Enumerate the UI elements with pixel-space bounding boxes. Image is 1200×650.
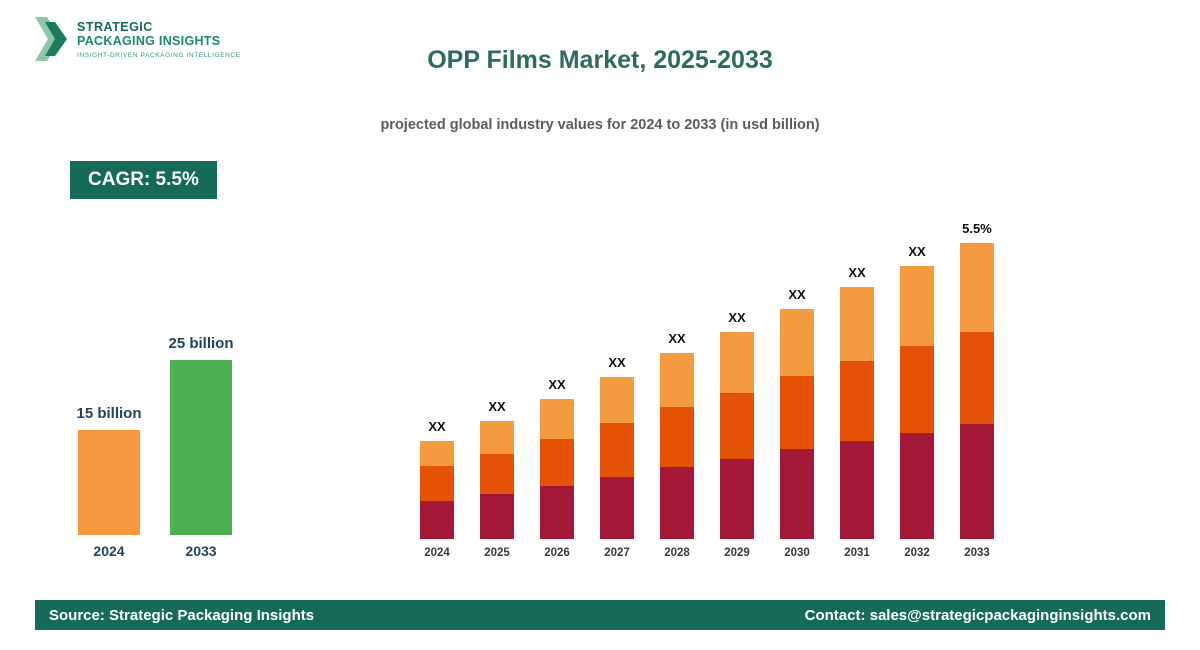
segment-top bbox=[780, 309, 814, 376]
projection-stacked-chart: XX 2024 XX 2025 XX 2026 XX 2027 XX 2028 XX 2029 XX 20… bbox=[420, 200, 994, 559]
footer-contact: Contact: sales@strategicpackaginginsight… bbox=[804, 606, 1151, 624]
segment-middle bbox=[660, 407, 694, 467]
segment-top bbox=[420, 441, 454, 466]
summary-bar-year-label: 2033 bbox=[185, 543, 217, 559]
segment-bottom bbox=[420, 501, 454, 539]
stacked-bar bbox=[960, 243, 994, 539]
segment-top bbox=[720, 332, 754, 393]
stacked-bar-value-label: XX bbox=[488, 399, 506, 414]
segment-middle bbox=[840, 361, 874, 441]
segment-bottom bbox=[600, 477, 634, 539]
stacked-bar-group: XX 2024 bbox=[420, 419, 454, 559]
stacked-bar bbox=[660, 353, 694, 539]
summary-bar bbox=[78, 430, 140, 535]
stacked-bar-group: XX 2027 bbox=[600, 355, 634, 559]
segment-top bbox=[540, 399, 574, 439]
stacked-bar bbox=[780, 309, 814, 539]
stacked-bar-group: XX 2025 bbox=[480, 399, 514, 559]
stacked-bar-group: XX 2030 bbox=[780, 287, 814, 559]
stacked-bar bbox=[840, 287, 874, 539]
segment-bottom bbox=[720, 459, 754, 539]
logo-line1: STRATEGIC bbox=[77, 19, 153, 34]
summary-bar-group: 15 billion 2024 bbox=[76, 405, 142, 559]
segment-middle bbox=[540, 439, 574, 486]
stacked-bar-group: XX 2032 bbox=[900, 244, 934, 559]
logo-text: STRATEGIC PACKAGING INSIGHTS INSIGHT-DRI… bbox=[77, 20, 241, 59]
stacked-bar-group: XX 2029 bbox=[720, 310, 754, 559]
stacked-bar-year-label: 2033 bbox=[964, 547, 990, 559]
segment-bottom bbox=[540, 486, 574, 539]
stacked-bar-group: XX 2031 bbox=[840, 265, 874, 559]
segment-bottom bbox=[900, 433, 934, 539]
stacked-bar-value-label: XX bbox=[548, 377, 566, 392]
segment-top bbox=[840, 287, 874, 361]
page-title: OPP Films Market, 2025-2033 bbox=[427, 46, 773, 74]
segment-middle bbox=[780, 376, 814, 449]
stacked-bar bbox=[420, 441, 454, 539]
page-subtitle: projected global industry values for 202… bbox=[380, 117, 820, 133]
stacked-bar-value-label: XX bbox=[728, 310, 746, 325]
stacked-bar-year-label: 2028 bbox=[664, 547, 690, 559]
stacked-bar-group: XX 2026 bbox=[540, 377, 574, 559]
segment-bottom bbox=[660, 467, 694, 539]
logo-chevron-icon bbox=[35, 17, 67, 61]
segment-middle bbox=[600, 423, 634, 477]
stacked-bar bbox=[540, 399, 574, 539]
summary-bar-value-label: 15 billion bbox=[76, 405, 142, 422]
stacked-bar-year-label: 2029 bbox=[724, 547, 750, 559]
summary-bar-year-label: 2024 bbox=[93, 543, 125, 559]
segment-bottom bbox=[840, 441, 874, 539]
stacked-bar bbox=[900, 266, 934, 539]
stacked-bar-value-label: XX bbox=[908, 244, 926, 259]
segment-bottom bbox=[960, 424, 994, 539]
logo: STRATEGIC PACKAGING INSIGHTS INSIGHT-DRI… bbox=[35, 14, 241, 64]
stacked-bar-value-label: XX bbox=[668, 331, 686, 346]
segment-middle bbox=[720, 393, 754, 459]
stacked-bar-value-label: XX bbox=[428, 419, 446, 434]
stacked-bar-year-label: 2027 bbox=[604, 547, 630, 559]
stacked-bar-value-label: XX bbox=[788, 287, 806, 302]
stacked-bar-year-label: 2032 bbox=[904, 547, 930, 559]
segment-middle bbox=[420, 466, 454, 501]
logo-tagline: INSIGHT-DRIVEN PACKAGING INTELLIGENCE bbox=[77, 51, 241, 59]
stacked-bar-group: 5.5% 2033 bbox=[960, 221, 994, 559]
segment-middle bbox=[960, 332, 994, 424]
segment-top bbox=[660, 353, 694, 407]
summary-bar-value-label: 25 billion bbox=[168, 335, 234, 352]
stacked-bar-value-label: XX bbox=[848, 265, 866, 280]
stacked-bar bbox=[720, 332, 754, 539]
segment-bottom bbox=[780, 449, 814, 539]
footer-bar: Source: Strategic Packaging Insights Con… bbox=[35, 600, 1165, 630]
segment-bottom bbox=[480, 494, 514, 539]
segment-top bbox=[900, 266, 934, 346]
stacked-bar bbox=[600, 377, 634, 539]
summary-bar bbox=[170, 360, 232, 535]
segment-middle bbox=[900, 346, 934, 433]
stacked-bar-year-label: 2024 bbox=[424, 547, 450, 559]
segment-top bbox=[480, 421, 514, 454]
stacked-bar-year-label: 2030 bbox=[784, 547, 810, 559]
stacked-bar-year-label: 2025 bbox=[484, 547, 510, 559]
stacked-bar-year-label: 2031 bbox=[844, 547, 870, 559]
summary-growth-chart: 15 billion 2024 25 billion 2033 bbox=[76, 330, 234, 559]
stacked-bar-value-label: XX bbox=[608, 355, 626, 370]
stacked-bar-group: XX 2028 bbox=[660, 331, 694, 559]
stacked-bar-year-label: 2026 bbox=[544, 547, 570, 559]
segment-top bbox=[960, 243, 994, 332]
stacked-bar-value-label: 5.5% bbox=[962, 221, 992, 236]
footer-source: Source: Strategic Packaging Insights bbox=[49, 606, 315, 624]
summary-bar-group: 25 billion 2033 bbox=[168, 335, 234, 559]
stacked-bar bbox=[480, 421, 514, 539]
logo-line2: PACKAGING INSIGHTS bbox=[77, 33, 221, 48]
segment-top bbox=[600, 377, 634, 423]
segment-middle bbox=[480, 454, 514, 494]
cagr-badge: CAGR: 5.5% bbox=[70, 161, 217, 199]
